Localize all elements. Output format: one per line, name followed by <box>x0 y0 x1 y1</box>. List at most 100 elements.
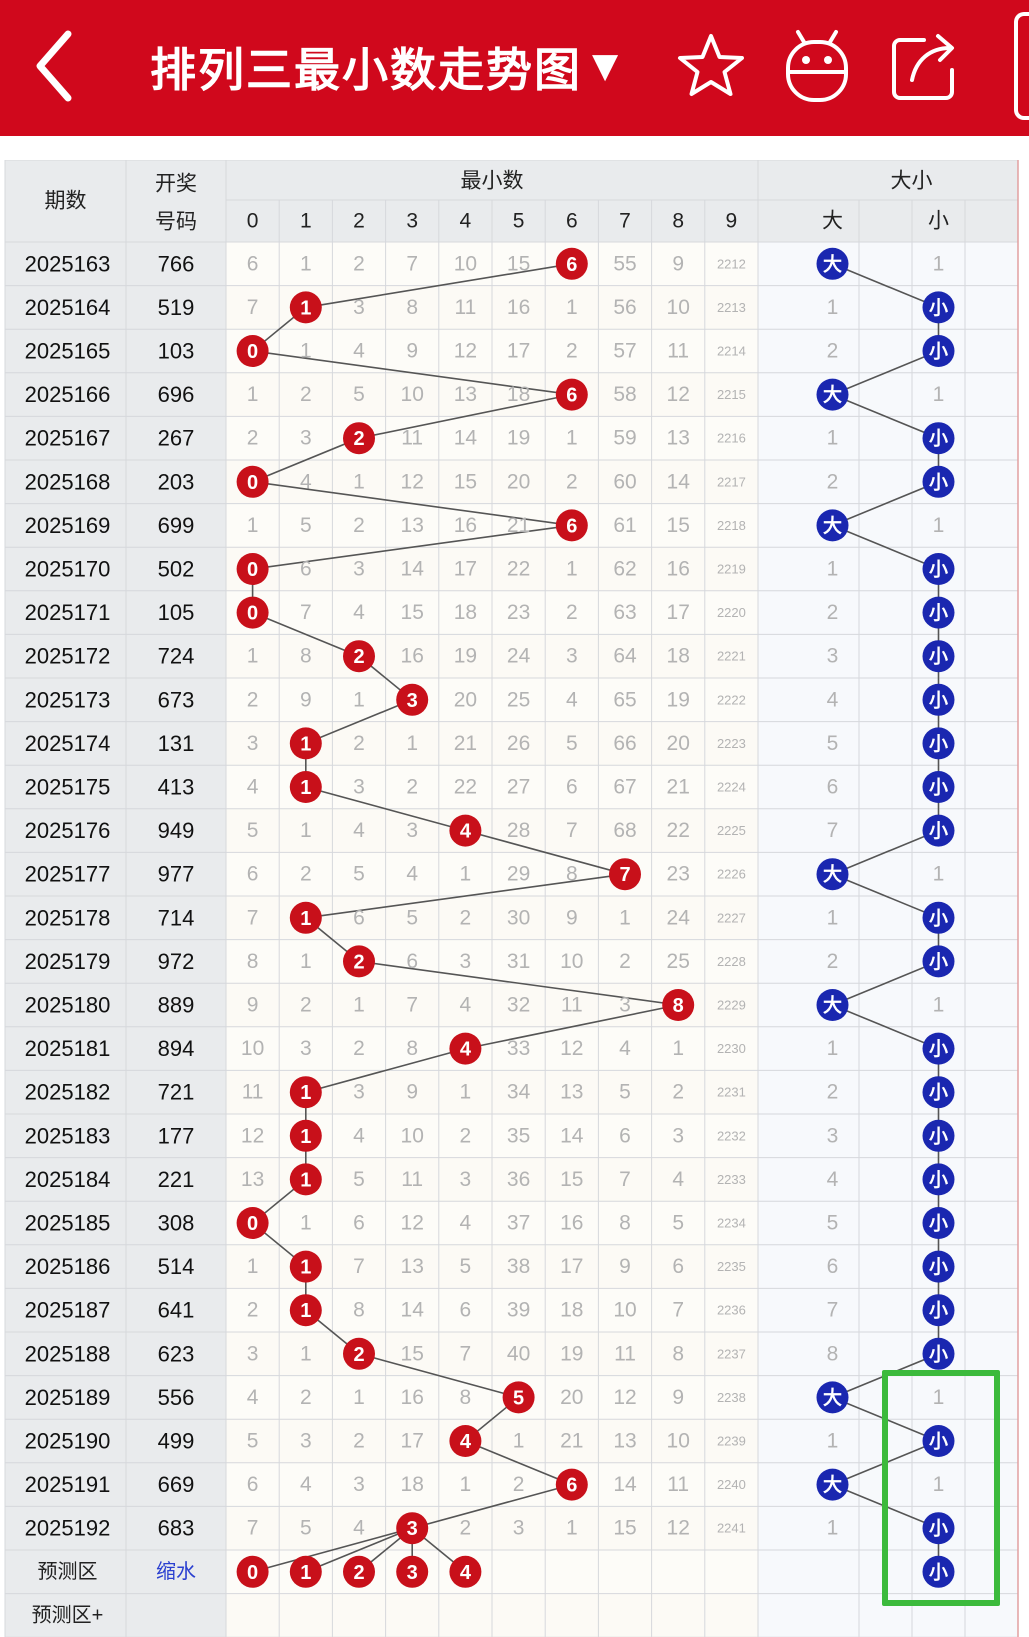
size-miss-cell: 1 <box>933 514 945 537</box>
miss-count-cell: 2 <box>406 776 418 799</box>
miss-count-cell: 11 <box>561 994 583 1017</box>
min-hit-value: 1 <box>300 908 311 930</box>
size-row-bg <box>758 1462 1018 1507</box>
size-hit-value: 大 <box>823 514 842 537</box>
predict-ball-value: 4 <box>460 1562 472 1584</box>
predict-label: 预测区 <box>38 1560 98 1583</box>
size-hit-ball <box>922 1076 955 1109</box>
miss-count-cell: 2 <box>353 732 365 755</box>
size-hit-value: 小 <box>929 1256 948 1278</box>
miss-count-cell: 12 <box>667 1517 690 1540</box>
miss-count-cell: 2239 <box>717 1434 746 1449</box>
award-number-cell: 894 <box>158 1036 195 1061</box>
miss-count-cell: 1 <box>566 1517 578 1540</box>
size-row-bg <box>758 460 1018 504</box>
min-hit-value: 1 <box>300 1169 311 1191</box>
miss-count-cell: 10 <box>401 383 424 406</box>
period-cell: 2025191 <box>25 1472 111 1497</box>
min-hit-ball <box>236 465 269 498</box>
miss-count-cell: 2 <box>619 950 631 973</box>
size-row-bg <box>758 678 1018 722</box>
miss-count-cell: 12 <box>454 340 477 363</box>
miss-count-cell: 2218 <box>717 518 746 533</box>
triangle-down-icon[interactable]: ▼ <box>592 46 619 86</box>
size-hit-value: 小 <box>929 689 948 711</box>
miss-count-cell: 2222 <box>717 692 746 707</box>
miss-count-cell: 1 <box>353 994 365 1017</box>
miss-count-cell: 2 <box>460 1124 472 1147</box>
size-hit-ball <box>922 683 955 716</box>
miss-count-cell: 56 <box>613 296 636 319</box>
size-hit-ball <box>922 553 955 585</box>
miss-count-cell: 2220 <box>717 605 746 620</box>
size-hit-ball <box>922 1425 955 1457</box>
miss-count-cell: 11 <box>454 296 476 319</box>
miss-count-cell: 1 <box>247 1255 259 1278</box>
min-hit-ball <box>289 901 322 934</box>
miss-count-cell: 2240 <box>717 1477 746 1492</box>
size-row-bg <box>758 416 1018 460</box>
period-cell: 2025176 <box>25 818 111 843</box>
predict-plus-label: 预测区+ <box>32 1603 104 1626</box>
share-icon[interactable] <box>890 26 960 106</box>
miss-count-cell: 8 <box>406 1037 418 1060</box>
size-hit-ball <box>922 945 955 978</box>
size-row-bg <box>758 1070 1018 1114</box>
miss-count-cell: 16 <box>560 1212 583 1235</box>
miss-count-cell: 6 <box>353 1212 365 1235</box>
miss-count-cell: 14 <box>667 470 691 493</box>
award-number-cell: 203 <box>158 469 195 494</box>
size-hit-value: 小 <box>929 1169 948 1191</box>
size-hit-value: 大 <box>823 1386 842 1409</box>
miss-count-cell: 2228 <box>717 954 746 969</box>
miss-count-cell: 2237 <box>717 1346 746 1361</box>
miss-count-cell: 2235 <box>717 1259 746 1274</box>
page-title[interactable]: 排列三最小数走势图 <box>150 43 582 97</box>
min-hit-value: 1 <box>300 1082 311 1104</box>
predict-shrink-link[interactable]: 缩水 <box>156 1560 196 1583</box>
miss-count-cell: 8 <box>619 1212 631 1235</box>
min-hit-value: 1 <box>300 733 311 755</box>
size-hit-ball <box>816 378 849 411</box>
min-hit-value: 6 <box>566 385 577 407</box>
predict-ball[interactable] <box>289 1555 322 1588</box>
miss-count-cell: 22 <box>507 558 530 581</box>
predict-ball[interactable] <box>343 1555 375 1588</box>
period-cell: 2025173 <box>25 687 111 712</box>
predict-ball[interactable] <box>236 1555 269 1588</box>
miss-count-cell: 14 <box>401 1299 425 1322</box>
min-hit-value: 2 <box>353 428 364 450</box>
chevron-left-icon[interactable] <box>30 26 82 106</box>
miss-count-cell: 1 <box>513 1430 525 1453</box>
award-number-cell: 766 <box>158 251 195 276</box>
robot-icon[interactable] <box>782 26 852 106</box>
miss-count-cell: 4 <box>300 1473 312 1496</box>
miss-count-cell: 3 <box>619 994 631 1017</box>
size-miss-cell: 5 <box>827 732 839 755</box>
predict-ball[interactable] <box>449 1555 482 1588</box>
size-row-bg <box>758 1157 1018 1202</box>
miss-count-cell: 18 <box>401 1473 424 1496</box>
miss-count-cell: 35 <box>507 1124 530 1147</box>
size-hit-value: 大 <box>823 252 842 275</box>
miss-count-cell: 5 <box>353 1168 365 1191</box>
miss-count-cell: 1 <box>300 950 312 973</box>
miss-count-cell: 30 <box>507 906 530 929</box>
period-cell: 2025188 <box>25 1341 111 1366</box>
predict-ball-value: 2 <box>353 1562 364 1584</box>
predict-size-ball[interactable] <box>922 1555 955 1588</box>
period-cell: 2025183 <box>25 1123 111 1148</box>
miss-count-cell: 21 <box>667 776 690 799</box>
predict-ball[interactable] <box>396 1555 429 1588</box>
min-hit-value: 7 <box>619 864 630 886</box>
miss-count-cell: 17 <box>667 601 690 624</box>
header-group-min: 最小数 <box>461 170 524 193</box>
min-hit-ball <box>343 945 375 978</box>
miss-count-cell: 2216 <box>717 431 746 446</box>
miss-count-cell: 18 <box>507 383 530 406</box>
miss-count-cell: 8 <box>353 1299 365 1322</box>
award-number-cell: 889 <box>158 993 195 1018</box>
star-icon[interactable] <box>676 26 746 106</box>
miss-count-cell: 61 <box>613 514 636 537</box>
miss-count-cell: 2238 <box>717 1390 746 1405</box>
